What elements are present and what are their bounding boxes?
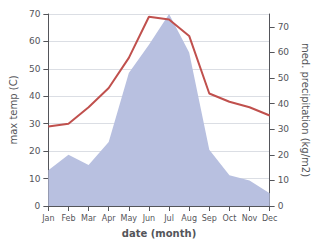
svg-text:Jan: Jan <box>41 214 54 223</box>
svg-text:70: 70 <box>29 9 41 19</box>
svg-text:date (month): date (month) <box>122 228 196 239</box>
svg-text:Jun: Jun <box>142 214 156 223</box>
svg-text:Jul: Jul <box>163 214 174 223</box>
svg-text:60: 60 <box>278 47 290 57</box>
svg-text:Dec: Dec <box>262 214 277 223</box>
svg-text:10: 10 <box>278 175 290 185</box>
svg-text:20: 20 <box>29 146 41 156</box>
svg-text:Feb: Feb <box>61 214 75 223</box>
svg-text:40: 40 <box>29 91 41 101</box>
svg-text:60: 60 <box>29 36 41 46</box>
svg-text:50: 50 <box>29 64 41 74</box>
svg-text:30: 30 <box>278 124 290 134</box>
svg-text:Oct: Oct <box>222 214 236 223</box>
svg-text:10: 10 <box>29 174 41 184</box>
svg-text:med. precipitation (kg/m2): med. precipitation (kg/m2) <box>300 43 311 177</box>
svg-text:70: 70 <box>278 22 290 32</box>
svg-text:30: 30 <box>29 119 41 129</box>
svg-text:Nov: Nov <box>242 214 258 223</box>
svg-text:0: 0 <box>35 201 41 211</box>
svg-text:20: 20 <box>278 150 290 160</box>
svg-text:Aug: Aug <box>181 214 197 223</box>
svg-text:50: 50 <box>278 73 290 83</box>
svg-text:Mar: Mar <box>81 214 97 223</box>
svg-text:Apr: Apr <box>102 214 117 223</box>
svg-text:40: 40 <box>278 99 290 109</box>
svg-text:May: May <box>121 214 138 223</box>
svg-text:Sep: Sep <box>202 214 217 223</box>
svg-text:0: 0 <box>278 201 284 211</box>
svg-text:max temp (C): max temp (C) <box>8 75 19 144</box>
